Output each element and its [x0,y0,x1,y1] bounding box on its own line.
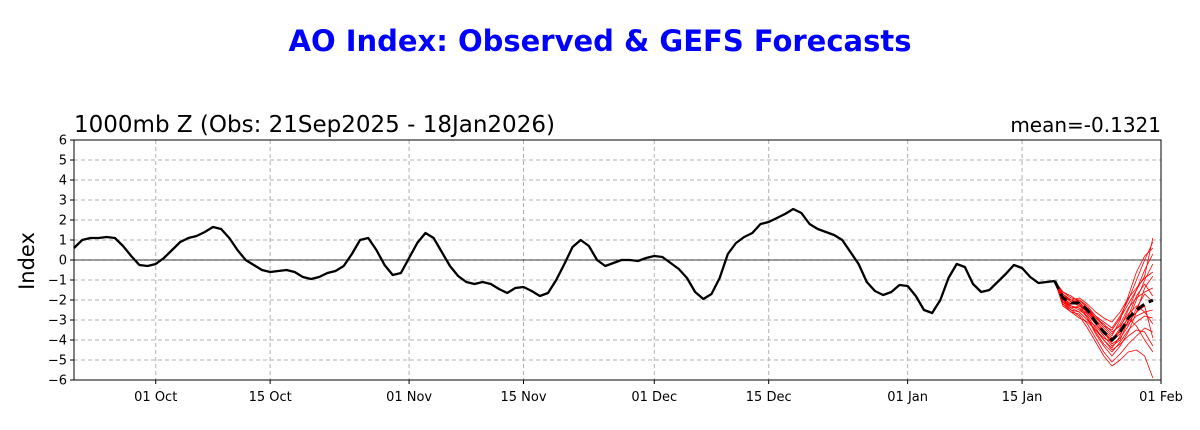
chart-suptitle: AO Index: Observed & GEFS Forecasts [289,24,912,58]
x-tick-label: 01 Jan [887,390,928,405]
y-tick-label: −3 [48,314,67,329]
y-ticks: −6 −5 −4 −3 −2 −1 0 1 2 3 4 5 6 [48,134,74,389]
x-tick-label: 01 Oct [134,390,177,405]
ensemble-member-line [1054,280,1154,351]
y-tick-label: 6 [59,134,67,149]
ensemble-member-line [1054,280,1153,353]
y-tick-label: 5 [59,154,67,169]
chart-title-left: 1000mb Z (Obs: 21Sep2025 - 18Jan2026) [74,112,555,138]
x-tick-label: 15 Oct [249,390,292,405]
y-tick-label: 3 [59,194,67,209]
y-tick-label: 0 [59,254,67,269]
y-tick-label: 2 [59,214,67,229]
observed-line [73,207,1055,315]
ensemble-member-line [1054,280,1154,333]
x-tick-label: 15 Nov [500,390,546,405]
chart-title-right: mean=-0.1321 [1010,113,1161,137]
y-tick-label: −1 [48,274,67,289]
x-tick-label: 01 Dec [631,390,677,405]
y-tick-label: 1 [59,234,67,249]
y-tick-label: 4 [59,174,67,189]
x-ticks: 01 Oct 15 Oct 01 Nov 15 Nov 01 Dec 15 Dec 01 J… [134,380,1183,405]
ensemble-mean-layer [1053,280,1154,342]
ensemble-member-line [1054,247,1154,337]
observed-layer [73,207,1055,315]
y-tick-label: −2 [48,294,67,309]
y-tick-label: −5 [48,354,67,369]
y-tick-label: −6 [48,374,67,389]
y-axis-label: Index [15,232,39,290]
y-tick-label: −4 [48,334,67,349]
x-tick-label: 01 Nov [386,390,432,405]
ensemble-member-line [1054,237,1154,331]
x-tick-label: 15 Dec [746,390,792,405]
x-tick-label: 01 Feb [1139,390,1183,405]
ensemble-member-line [1054,280,1154,353]
x-tick-label: 15 Jan [1002,390,1043,405]
ensemble-mean-line [1053,280,1154,342]
